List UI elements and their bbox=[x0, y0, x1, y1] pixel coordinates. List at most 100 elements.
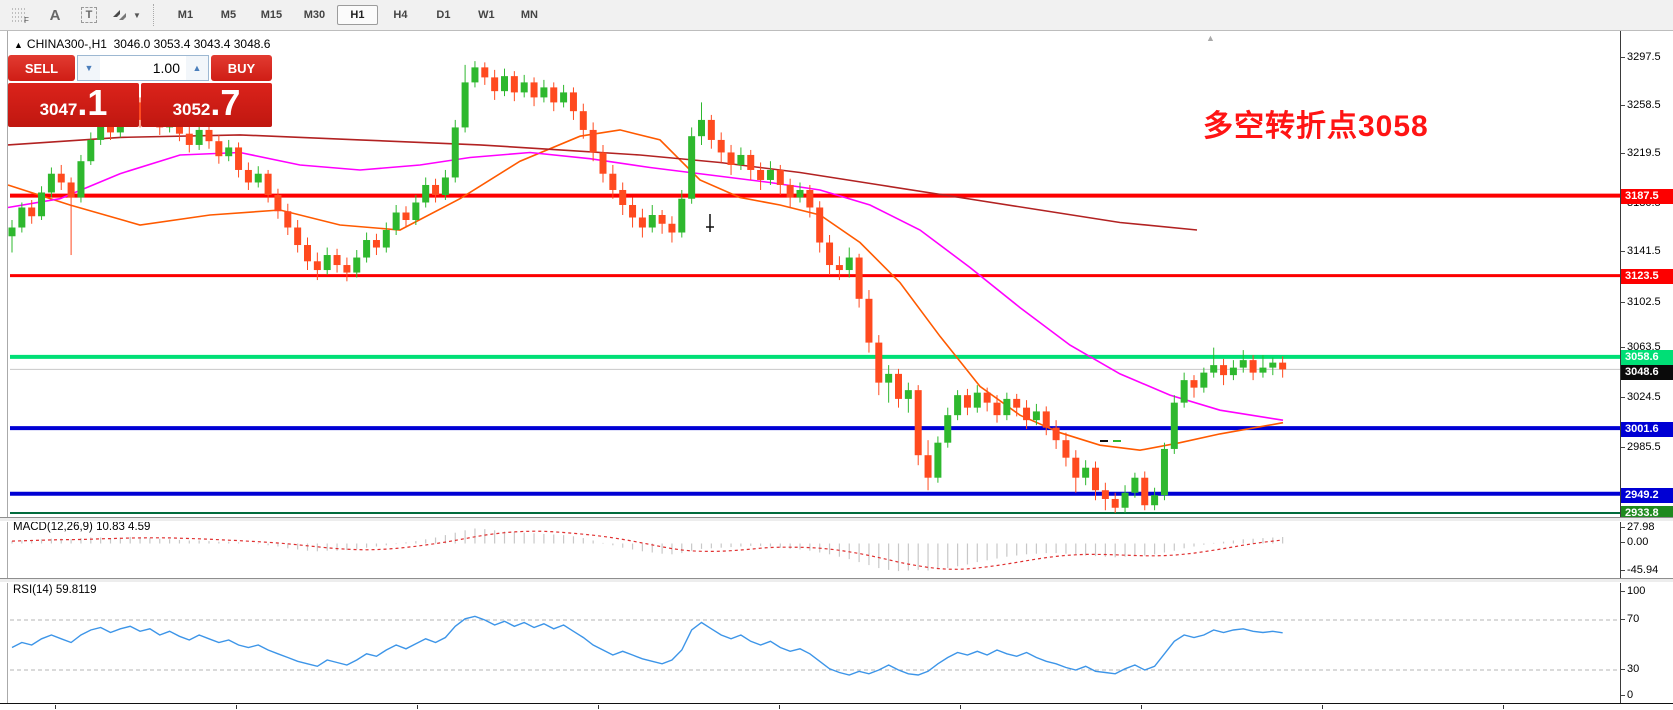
time-axis[interactable] bbox=[0, 703, 1673, 710]
candle-body bbox=[579, 111, 587, 130]
timeframe-h1[interactable]: H1 bbox=[336, 5, 378, 25]
axis-badge: 3058.6 bbox=[1621, 350, 1673, 365]
candle-body bbox=[1062, 440, 1070, 458]
candle-body bbox=[1180, 380, 1188, 403]
candle-body bbox=[215, 141, 223, 157]
candle-body bbox=[47, 173, 55, 193]
candle-body bbox=[648, 215, 656, 228]
volume-decrease-button[interactable]: ▼ bbox=[78, 56, 100, 80]
objects-arrows-icon[interactable]: ▼ bbox=[110, 3, 141, 27]
timeframe-group: M1 M5 M15 M30 H1 H4 D1 W1 MN bbox=[164, 5, 551, 25]
timeframe-m30[interactable]: M30 bbox=[303, 9, 326, 21]
toolbar-separator bbox=[152, 4, 154, 26]
candle-body bbox=[550, 87, 558, 103]
volume-increase-button[interactable]: ▲ bbox=[186, 56, 208, 80]
candle-body bbox=[333, 255, 341, 266]
candle-body bbox=[1032, 411, 1040, 421]
axis-tick: 0.00 bbox=[1621, 536, 1673, 549]
axis-tick: 3141.5 bbox=[1621, 245, 1673, 258]
candle-body bbox=[1279, 362, 1287, 370]
buy-price-main: 3052 bbox=[172, 100, 211, 119]
candle-body bbox=[1141, 477, 1149, 506]
candle-body bbox=[294, 227, 302, 246]
buy-button[interactable]: BUY bbox=[211, 55, 272, 81]
candle-body bbox=[441, 177, 449, 195]
candle-body bbox=[264, 173, 272, 195]
candle-body bbox=[1259, 367, 1267, 373]
candle-body bbox=[491, 77, 499, 92]
timeframe-h4[interactable]: H4 bbox=[393, 9, 408, 21]
sell-price-pips: .1 bbox=[77, 82, 108, 123]
sell-price-main: 3047 bbox=[39, 100, 78, 119]
axis-tick: 2985.5 bbox=[1621, 441, 1673, 454]
candle-body bbox=[254, 173, 262, 183]
candle-body bbox=[638, 217, 646, 228]
candle-body bbox=[304, 245, 311, 262]
timeframe-d1[interactable]: D1 bbox=[436, 9, 451, 21]
grid-f-glyph: F bbox=[12, 8, 29, 23]
pane-separator-rsi[interactable] bbox=[0, 578, 1673, 583]
ma-slow-darkred bbox=[7, 134, 1198, 231]
panel-collapse-icon[interactable]: ▲ bbox=[14, 40, 23, 50]
axis-badge: 3001.6 bbox=[1621, 422, 1673, 437]
candle-body bbox=[776, 169, 784, 185]
candle-body bbox=[589, 129, 597, 153]
timeframe-mn[interactable]: MN bbox=[520, 9, 538, 21]
text-box-icon[interactable]: T bbox=[76, 3, 102, 27]
axis-tick: 3258.5 bbox=[1621, 99, 1673, 112]
candle-body bbox=[904, 390, 912, 399]
axis-tick: 3024.5 bbox=[1621, 391, 1673, 404]
timeframe-m15[interactable]: M15 bbox=[260, 9, 283, 21]
candle-body bbox=[609, 173, 617, 190]
candle-body bbox=[422, 184, 430, 203]
candle-body bbox=[540, 87, 548, 98]
candle-body bbox=[875, 342, 883, 383]
volume-input[interactable] bbox=[100, 56, 186, 80]
candle-body bbox=[865, 298, 873, 343]
ma-fast-orange bbox=[7, 129, 1284, 452]
candle-body bbox=[244, 169, 252, 183]
candle-body bbox=[57, 173, 65, 183]
candle-body bbox=[806, 189, 814, 208]
candle-body bbox=[284, 211, 292, 228]
scroll-marker-icon[interactable]: ▲ bbox=[1206, 33, 1215, 43]
candle-body bbox=[136, 102, 144, 120]
candle-body bbox=[668, 223, 676, 233]
candle-body bbox=[786, 184, 794, 198]
candle-body bbox=[678, 198, 686, 233]
candle-body bbox=[826, 242, 834, 266]
candle-body bbox=[353, 257, 361, 273]
dropdown-caret-icon: ▼ bbox=[133, 10, 141, 20]
candle-body bbox=[963, 395, 971, 408]
sell-button[interactable]: SELL bbox=[8, 55, 75, 81]
price-axis[interactable]: 3297.53258.53219.53180.53141.53102.53063… bbox=[1620, 31, 1673, 703]
candle-body bbox=[1229, 367, 1237, 376]
candle-body bbox=[67, 182, 75, 198]
candle-body bbox=[855, 257, 863, 299]
chart-plot bbox=[7, 61, 1620, 676]
timeframe-w1[interactable]: W1 bbox=[478, 9, 495, 21]
svg-text:F: F bbox=[24, 16, 29, 23]
trade-prices-row: 3047.1 3052.7 bbox=[8, 83, 272, 127]
pane-separator-macd[interactable] bbox=[0, 517, 1673, 522]
candle-body bbox=[363, 240, 371, 258]
timeframe-m5[interactable]: M5 bbox=[220, 9, 237, 21]
text-label-icon[interactable]: A bbox=[49, 6, 61, 24]
candle-body bbox=[1160, 448, 1168, 496]
candle-body bbox=[412, 202, 420, 221]
buy-price-pips: .7 bbox=[210, 82, 241, 123]
macd-label: MACD(12,26,9) 10.83 4.59 bbox=[13, 521, 151, 533]
candle-body bbox=[973, 392, 981, 408]
candle-body bbox=[481, 67, 489, 78]
candle-body bbox=[1269, 362, 1277, 368]
candle-body bbox=[343, 265, 351, 273]
axis-badge: 3048.6 bbox=[1621, 365, 1673, 380]
toolbar: F A T ▼ M1 M5 M15 M30 H1 H4 D1 W1 MN bbox=[0, 0, 1673, 31]
buy-price-button[interactable]: 3052.7 bbox=[141, 83, 272, 127]
timeframe-m1[interactable]: M1 bbox=[177, 9, 194, 21]
candle-body bbox=[1170, 402, 1178, 449]
chart-grid-f-icon[interactable]: F bbox=[8, 3, 34, 27]
volume-stepper: ▼ ▲ bbox=[77, 55, 209, 81]
sell-price-button[interactable]: 3047.1 bbox=[8, 83, 139, 127]
